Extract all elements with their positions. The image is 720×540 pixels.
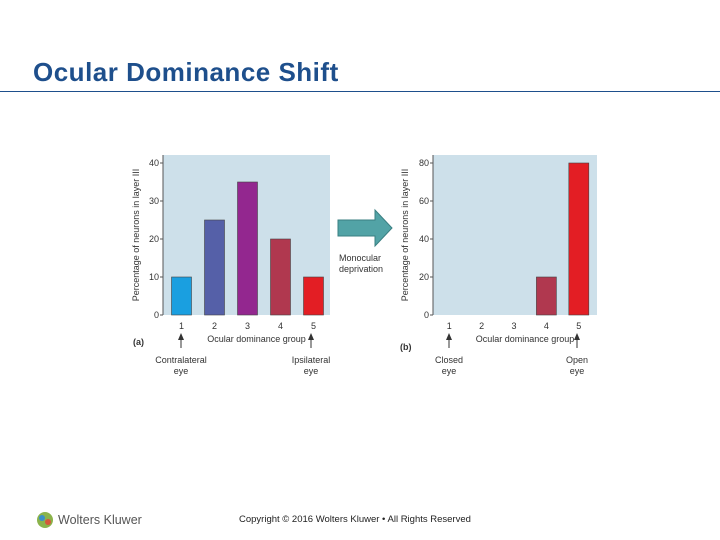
x-tick-label: 5 — [576, 321, 581, 331]
y-tick-label: 20 — [419, 272, 429, 282]
annotation-right: Ipsilateral — [292, 355, 331, 365]
annotation-left: eye — [174, 366, 189, 376]
annotation-arrowhead-right — [308, 333, 314, 340]
annotation-arrowhead-left — [446, 333, 452, 340]
transition-arrow — [337, 208, 393, 248]
annotation-right: eye — [570, 366, 585, 376]
bar-group-5 — [303, 276, 324, 316]
x-tick-label: 3 — [245, 321, 250, 331]
annotation-left: Closed — [435, 355, 463, 365]
annotation-arrowhead-left — [178, 333, 184, 340]
arrow-shape — [337, 208, 393, 248]
bar-group-1 — [171, 276, 192, 316]
x-tick-label: 1 — [179, 321, 184, 331]
y-tick-label: 40 — [149, 158, 159, 168]
copyright-text: Copyright © 2016 Wolters Kluwer • All Ri… — [239, 514, 471, 525]
panel-label: (a) — [133, 337, 144, 347]
x-tick-label: 4 — [544, 321, 549, 331]
y-tick-label: 80 — [419, 158, 429, 168]
x-tick-label: 5 — [311, 321, 316, 331]
annotation-arrowhead-right — [574, 333, 580, 340]
y-tick-label: 0 — [154, 310, 159, 320]
y-tick-label: 60 — [419, 196, 429, 206]
logo-icon — [37, 512, 53, 528]
bar-group-3 — [237, 181, 258, 316]
logo-text: Wolters Kluwer — [58, 513, 142, 527]
x-axis-label: Ocular dominance group — [476, 334, 575, 344]
y-axis-label: Percentage of neurons in layer III — [400, 169, 410, 302]
title-underline — [0, 91, 720, 92]
x-tick-label: 2 — [479, 321, 484, 331]
y-tick-label: 10 — [149, 272, 159, 282]
x-tick-label: 1 — [447, 321, 452, 331]
panel-b-chart: 0 20 40 60 80 Percentage of neurons in layer … — [400, 155, 597, 376]
annotation-right: eye — [304, 366, 319, 376]
y-tick-label: 20 — [149, 234, 159, 244]
x-tick-label: 3 — [511, 321, 516, 331]
x-tick-label: 2 — [212, 321, 217, 331]
bar-group-4 — [270, 238, 291, 316]
annotation-left: eye — [442, 366, 457, 376]
panel-a-chart: 0 10 20 30 40 Percentage of neurons in layer … — [131, 155, 330, 376]
slide-title: Ocular Dominance Shift — [33, 57, 339, 87]
y-tick-label: 0 — [424, 310, 429, 320]
y-axis-label: Percentage of neurons in layer III — [131, 169, 141, 302]
y-tick-label: 30 — [149, 196, 159, 206]
arrow-label-line1: Monocular — [339, 253, 381, 263]
y-tick-label: 40 — [419, 234, 429, 244]
bar-group-4 — [536, 276, 557, 316]
panel-label: (b) — [400, 342, 412, 352]
x-tick-label: 4 — [278, 321, 283, 331]
x-axis-label: Ocular dominance group — [207, 334, 306, 344]
bar-group-2 — [204, 219, 225, 316]
annotation-right: Open — [566, 355, 588, 365]
annotation-left: Contralateral — [155, 355, 207, 365]
wolters-kluwer-logo: Wolters Kluwer — [36, 510, 142, 530]
bar-group-5 — [568, 162, 590, 316]
arrow-label-line2: deprivation — [339, 264, 383, 274]
